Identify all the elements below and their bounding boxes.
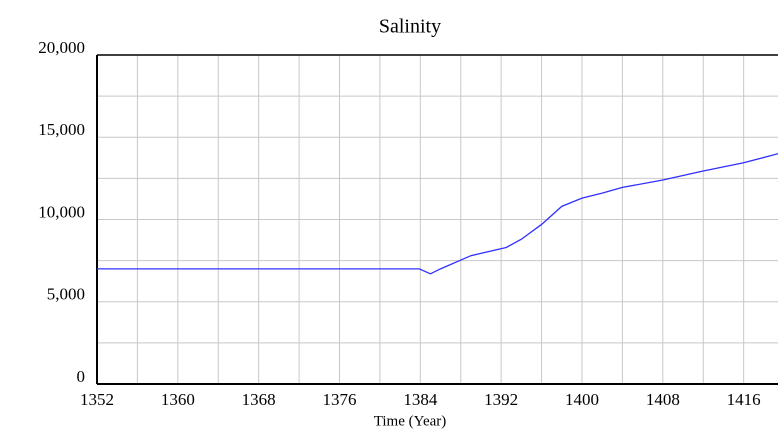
chart-title: Salinity (379, 16, 441, 38)
y-tick-label: 15,000 (38, 120, 85, 139)
x-tick-label: 1384 (403, 390, 438, 409)
y-tick-label: 20,000 (38, 38, 85, 57)
y-tick-label: 5,000 (47, 285, 85, 304)
x-tick-label: 1408 (646, 390, 680, 409)
data-line (97, 153, 778, 275)
x-tick-label: 1376 (322, 390, 356, 409)
x-tick-label: 1392 (484, 390, 518, 409)
y-tick-label: 10,000 (38, 202, 85, 221)
x-tick-label: 1416 (727, 390, 761, 409)
x-axis-label: Time (Year) (374, 413, 447, 429)
x-tick-label: 1400 (565, 390, 599, 409)
x-tick-label: 1360 (161, 390, 195, 409)
x-tick-label: 1352 (80, 390, 114, 409)
x-tick-label: 1368 (242, 390, 276, 409)
y-tick-label: 0 (77, 367, 86, 386)
